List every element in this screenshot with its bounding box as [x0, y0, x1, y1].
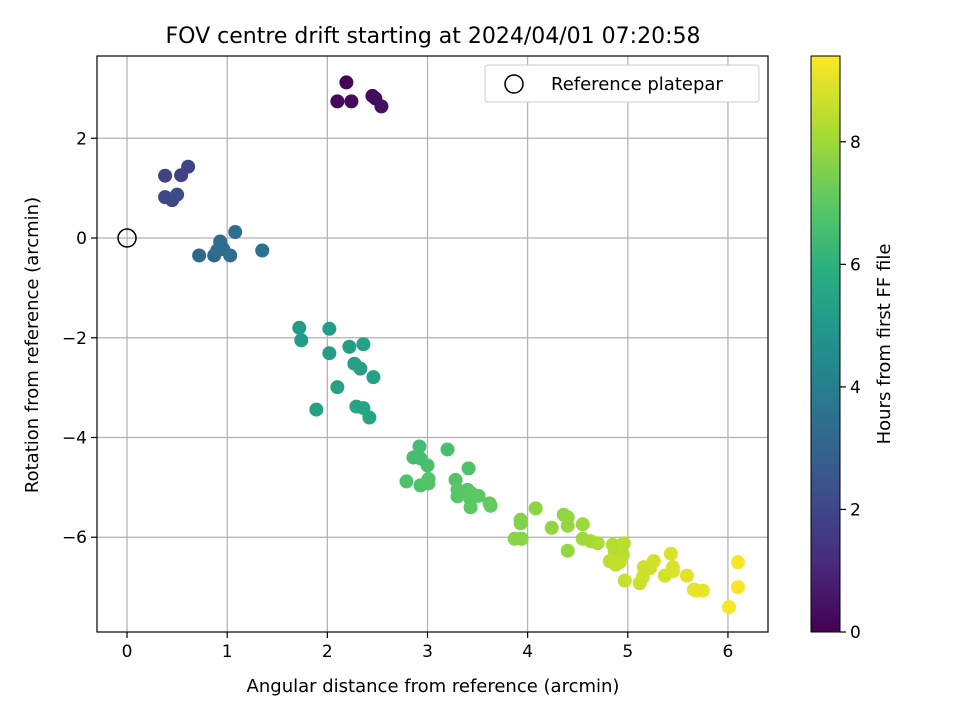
x-tick-label: 6: [723, 642, 734, 662]
data-point: [463, 500, 478, 515]
y-tick-label: −6: [62, 528, 87, 548]
legend: Reference platepar: [484, 64, 760, 103]
data-point: [663, 546, 678, 561]
data-point: [330, 94, 345, 109]
y-axis-ticks: −6 −4 −2 0 2: [62, 129, 97, 548]
data-point: [665, 564, 680, 579]
data-point: [471, 488, 486, 503]
data-point: [342, 339, 357, 354]
data-point: [513, 516, 528, 531]
colorbar-tick-label: 8: [850, 133, 861, 153]
y-tick-label: −4: [62, 429, 87, 449]
colorbar-tick-label: 2: [850, 500, 861, 520]
data-point: [339, 75, 354, 90]
plot-background: [97, 56, 768, 632]
data-point: [412, 439, 427, 454]
y-tick-label: −2: [62, 329, 87, 349]
data-point: [590, 536, 605, 551]
x-tick-label: 1: [222, 642, 233, 662]
plot-area: 0 1 2 3 4 5 6 −6 −4 −2 0 2: [62, 55, 769, 662]
data-point: [330, 380, 345, 395]
data-point: [560, 543, 575, 558]
chart-title: FOV centre drift starting at 2024/04/01 …: [166, 24, 701, 49]
data-point: [528, 501, 543, 516]
colorbar-gradient: [810, 55, 841, 633]
data-point: [366, 370, 381, 385]
data-point: [192, 248, 207, 263]
data-point: [483, 498, 498, 513]
y-axis-label: Rotation from reference (arcmin): [22, 197, 43, 493]
data-point: [322, 321, 337, 336]
data-point: [679, 568, 694, 583]
data-point: [309, 402, 324, 417]
legend-label: Reference platepar: [551, 74, 723, 95]
data-point: [514, 531, 529, 546]
data-point: [575, 517, 590, 532]
data-point: [421, 476, 436, 491]
x-axis-ticks: 0 1 2 3 4 5 6: [122, 632, 734, 662]
x-tick-label: 5: [622, 642, 633, 662]
x-tick-label: 2: [322, 642, 333, 662]
x-tick-label: 0: [122, 642, 133, 662]
colorbar-ticks: 0 2 4 6 8: [840, 133, 861, 643]
data-point: [374, 99, 389, 114]
data-point: [356, 337, 371, 352]
data-point: [294, 333, 309, 348]
data-point: [228, 225, 243, 240]
data-point: [170, 187, 185, 202]
reference-marker: [117, 228, 137, 248]
colorbar-label: Hours from first FF file: [874, 244, 895, 445]
data-point: [721, 600, 736, 615]
colorbar-tick-label: 6: [850, 255, 861, 275]
data-point: [450, 489, 465, 504]
data-points: [158, 75, 745, 615]
data-point: [362, 410, 377, 425]
grid: [97, 56, 768, 632]
data-point: [158, 168, 173, 183]
data-point: [440, 442, 455, 457]
data-point: [322, 346, 337, 361]
data-point: [353, 361, 368, 376]
y-tick-label: 0: [76, 229, 87, 249]
x-tick-label: 3: [422, 642, 433, 662]
x-axis-label: Angular distance from reference (arcmin): [247, 676, 620, 697]
data-point: [695, 583, 710, 598]
data-point: [399, 474, 414, 489]
data-point: [730, 555, 745, 570]
data-point: [292, 320, 307, 335]
colorbar: 0 2 4 6 8 Hours from first FF file: [810, 55, 895, 643]
data-point: [461, 461, 476, 476]
data-point: [617, 573, 632, 588]
data-point: [181, 159, 196, 174]
colorbar-tick-label: 4: [850, 378, 861, 398]
data-point: [560, 518, 575, 533]
data-point: [646, 554, 661, 569]
legend-box: [484, 64, 760, 103]
data-point: [255, 243, 270, 258]
data-point: [616, 536, 631, 551]
y-tick-label: 2: [76, 129, 87, 149]
colorbar-tick-label: 0: [850, 623, 861, 643]
data-point: [612, 555, 627, 570]
plot-frame: [96, 55, 769, 633]
data-point: [223, 248, 238, 263]
data-point: [344, 94, 359, 109]
legend-marker: [504, 74, 524, 94]
data-point: [730, 580, 745, 595]
data-point: [420, 458, 435, 473]
x-tick-label: 4: [522, 642, 533, 662]
data-point: [544, 520, 559, 535]
